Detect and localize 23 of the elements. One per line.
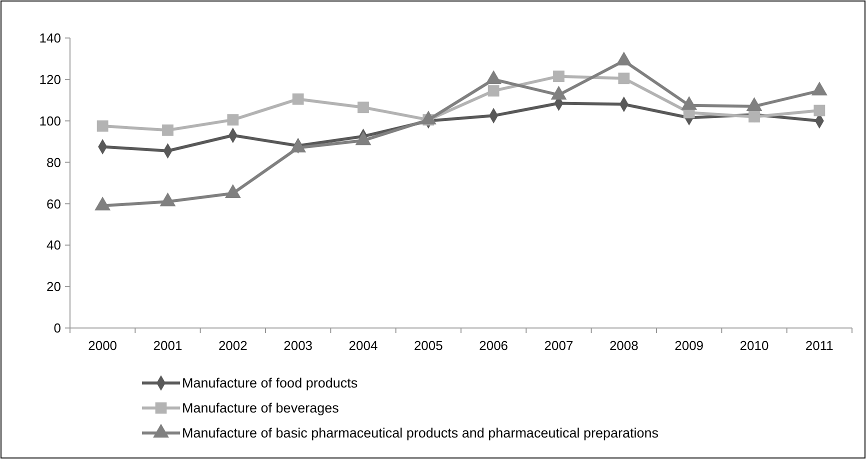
x-tick-label: 2011 [805,338,834,353]
x-tick-label: 2001 [153,338,182,353]
x-tick-label: 2002 [218,338,248,353]
y-tick-label: 0 [54,320,61,336]
legend-label: Manufacture of basic pharmaceutical products and pharmaceutical preparations [182,426,659,441]
y-tick-label: 100 [39,113,61,128]
y-tick-label: 40 [46,238,61,253]
legend-label: Manufacture of beverages [182,400,340,416]
x-tick-label: 2006 [479,338,508,353]
y-tick-label: 120 [39,72,61,87]
x-tick-label: 2004 [348,338,378,353]
x-tick-label: 2005 [414,338,443,353]
legend-label: Manufacture of food products [182,376,358,391]
x-tick-label: 2009 [674,338,704,353]
y-tick-label: 60 [46,196,61,212]
y-tick-label: 20 [46,279,61,294]
y-tick-label: 80 [46,154,61,170]
x-tick-label: 2007 [544,338,574,353]
x-tick-label: 2008 [609,338,638,353]
y-tick-label: 140 [39,30,61,46]
x-tick-label: 2000 [88,338,118,353]
x-tick-label: 2010 [740,338,769,353]
x-tick-label: 2003 [284,338,313,353]
